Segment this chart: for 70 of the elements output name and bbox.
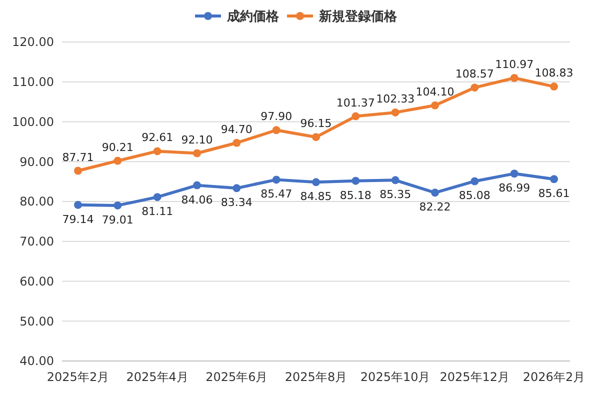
data-label: 110.97: [495, 58, 534, 72]
y-tick-label: 120.00: [12, 35, 54, 50]
data-label: 92.10: [181, 133, 213, 146]
point: [352, 112, 360, 120]
data-label: 96.15: [300, 117, 332, 130]
y-tick-label: 50.00: [20, 314, 54, 328]
x-tick-label: 2025年2月: [46, 370, 110, 384]
point: [470, 177, 479, 186]
data-label: 81.11: [142, 205, 174, 218]
data-label: 84.85: [300, 190, 332, 204]
point: [74, 200, 82, 209]
point: [431, 188, 439, 197]
data-label: 85.61: [538, 187, 570, 200]
data-label: 84.06: [181, 193, 213, 206]
data-label: 83.34: [220, 196, 252, 210]
data-label: 97.90: [260, 110, 292, 124]
data-label: 86.99: [498, 182, 530, 195]
point: [114, 201, 122, 210]
point: [114, 156, 122, 165]
point: [510, 170, 518, 178]
x-tick-label: 2025年4月: [126, 370, 188, 384]
x-tick-label: 2025年8月: [284, 370, 348, 384]
x-tick-label: 2025年6月: [206, 370, 268, 384]
data-label: 79.14: [62, 212, 94, 226]
y-tick-label: 70.00: [20, 234, 54, 249]
data-label: 94.70: [220, 122, 252, 136]
data-label: 85.47: [260, 188, 292, 201]
data-label: 102.33: [376, 92, 415, 106]
data-label: 79.01: [102, 213, 134, 226]
point: [550, 82, 558, 91]
data-label: 82.22: [419, 200, 451, 214]
y-tick-label: 80.00: [20, 194, 54, 209]
point: [272, 176, 280, 184]
data-label: 87.71: [62, 150, 94, 164]
point: [550, 175, 558, 184]
data-label: 104.10: [416, 85, 454, 98]
x-tick-label: 2026年2月: [522, 370, 586, 384]
y-tick-label: 110.00: [12, 75, 54, 90]
point: [510, 74, 518, 82]
data-label: 90.21: [102, 140, 134, 154]
point: [153, 147, 162, 156]
point: [193, 181, 201, 190]
data-label: 101.37: [336, 96, 375, 110]
data-label: 108.57: [455, 68, 494, 81]
legend-label: 新規登録価格: [318, 8, 398, 25]
point: [391, 176, 400, 184]
point: [391, 108, 400, 116]
data-label: 85.35: [380, 188, 412, 202]
data-label: 85.08: [458, 189, 490, 202]
data-label: 92.61: [142, 131, 174, 144]
point: [431, 101, 439, 110]
point: [352, 176, 360, 185]
y-tick-label: 100.00: [12, 114, 54, 129]
point: [272, 126, 280, 134]
point: [312, 178, 320, 186]
point: [153, 193, 162, 202]
point: [74, 166, 82, 175]
point: [312, 133, 320, 142]
x-tick-label: 2025年12月: [440, 370, 510, 384]
point: [193, 149, 201, 158]
data-label: 108.83: [534, 66, 574, 80]
y-tick-label: 90.00: [20, 154, 54, 169]
y-tick-label: 60.00: [20, 274, 54, 288]
point: [470, 84, 479, 92]
point: [232, 138, 241, 147]
x-tick-label: 2025年10月: [360, 370, 430, 384]
y-tick-label: 40.00: [20, 354, 54, 368]
legend-label: 成約価格: [226, 10, 280, 25]
point: [232, 184, 241, 192]
data-label: 85.18: [340, 188, 372, 202]
